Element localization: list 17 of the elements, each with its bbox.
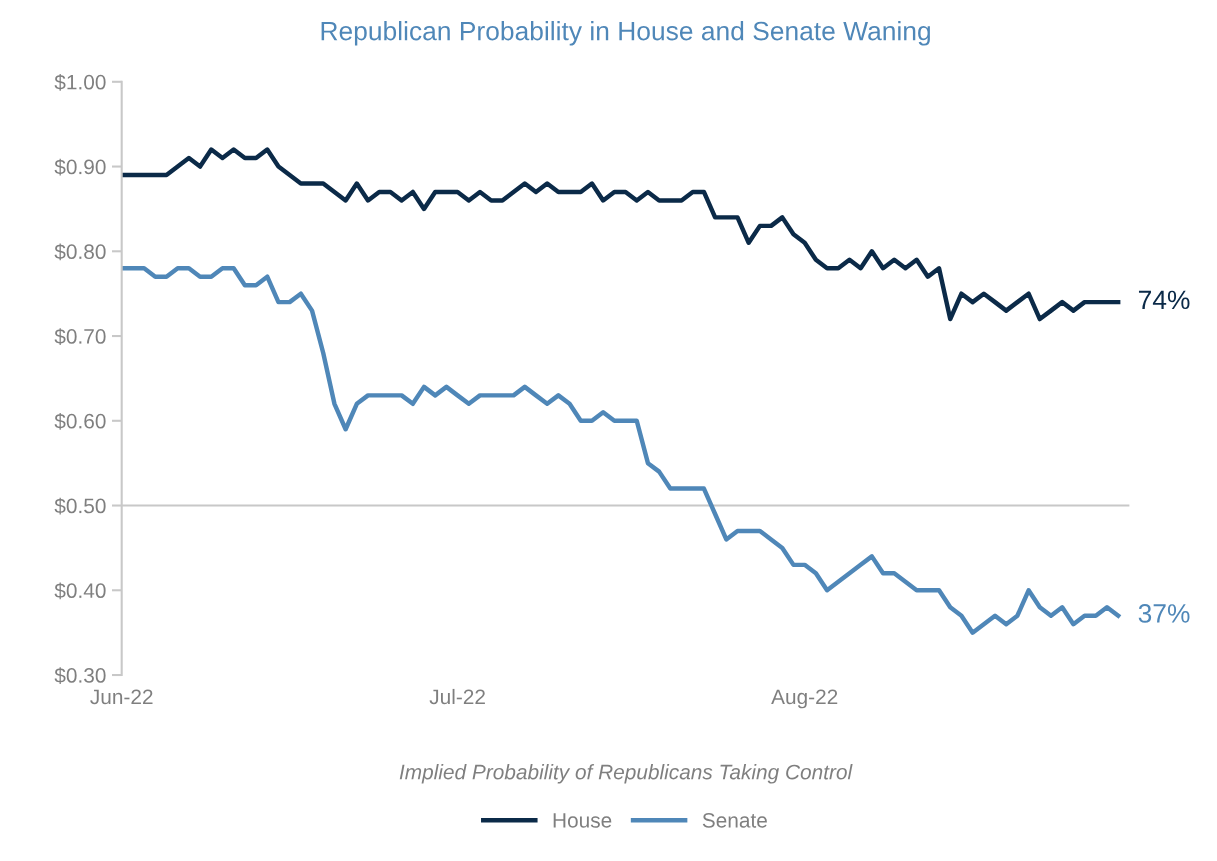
y-tick-label: $0.50 bbox=[54, 497, 106, 515]
y-tick-label: $0.60 bbox=[54, 412, 106, 430]
y-tick-label: $0.70 bbox=[54, 328, 106, 346]
legend-label: Senate bbox=[702, 812, 767, 828]
annotation: 74% bbox=[1138, 290, 1190, 310]
y-tick-label: $0.80 bbox=[54, 243, 106, 261]
y-tick-label: $0.40 bbox=[54, 582, 106, 600]
x-axis-title: Implied Probability of Republicans Taking Control bbox=[399, 764, 853, 784]
y-tick-label: $0.30 bbox=[54, 667, 106, 685]
y-tick-label: $0.90 bbox=[54, 158, 106, 176]
chart-title: Republican Probability in House and Senate Waning bbox=[321, 21, 930, 46]
x-tick-label: Jul-22 bbox=[429, 688, 485, 705]
x-tick-label: Aug-22 bbox=[771, 689, 838, 709]
y-tick-label: $1.00 bbox=[54, 73, 106, 91]
legend-label: House bbox=[553, 813, 612, 828]
annotation: 37% bbox=[1138, 604, 1190, 623]
x-tick-label: Jun-22 bbox=[90, 689, 153, 705]
